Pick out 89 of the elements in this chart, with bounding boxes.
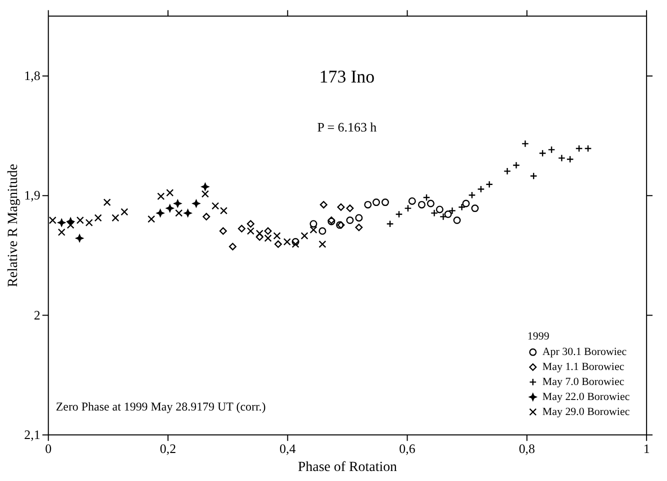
point	[462, 200, 470, 208]
point	[175, 209, 183, 217]
point	[538, 150, 546, 158]
point	[256, 230, 264, 238]
point	[202, 212, 210, 220]
point	[273, 232, 281, 240]
annotation: P = 6.163 h	[317, 119, 378, 134]
point	[246, 220, 254, 228]
point	[418, 200, 426, 208]
point	[426, 200, 434, 208]
point	[422, 194, 430, 202]
point	[58, 228, 66, 236]
point	[346, 216, 354, 224]
x-tick-label: 1	[643, 440, 650, 456]
point	[156, 209, 164, 217]
point	[364, 200, 372, 208]
point	[220, 206, 228, 214]
x-tick-label: 0,4	[280, 440, 296, 456]
point	[174, 200, 182, 208]
point	[201, 183, 209, 191]
point	[76, 216, 84, 224]
point	[372, 198, 380, 206]
point	[381, 198, 389, 206]
legend-label: May 7.0 Borowiec	[542, 376, 624, 388]
point	[346, 204, 354, 212]
point	[184, 209, 192, 217]
text: 173 Ino	[319, 66, 375, 86]
point	[94, 214, 102, 222]
point	[238, 224, 246, 232]
point	[219, 227, 227, 235]
point	[264, 227, 272, 235]
point	[468, 191, 476, 199]
y-axis-title: Relative R Magnitude	[6, 164, 22, 288]
point	[201, 190, 209, 198]
point	[58, 218, 66, 226]
point	[584, 144, 592, 152]
point	[471, 204, 479, 212]
point	[66, 218, 74, 226]
x-tick-label: 0,2	[160, 440, 176, 456]
y-tick-label: 1,9	[24, 188, 40, 203]
legend-title: 1999	[527, 330, 550, 343]
annotation: Zero Phase at 1999 May 28.9179 UT (corr.)	[56, 399, 266, 414]
y-tick-label: 1,8	[24, 68, 40, 83]
point	[274, 240, 282, 248]
y-tick-label: 2	[34, 307, 40, 322]
point	[395, 210, 403, 218]
x-tick-label: 0,8	[518, 440, 536, 456]
point	[436, 206, 444, 214]
point	[300, 232, 308, 240]
x-tick-label: 0	[45, 440, 52, 456]
point	[320, 200, 328, 208]
point	[66, 221, 74, 229]
point	[256, 233, 264, 241]
point	[318, 227, 326, 235]
x-axis-title: Phase of Rotation	[298, 460, 398, 475]
point	[192, 200, 200, 208]
point	[166, 204, 174, 212]
point	[355, 214, 363, 222]
point	[530, 172, 538, 180]
legend-label: May 29.0 Borowiec	[542, 406, 630, 418]
point	[103, 198, 111, 206]
point	[166, 188, 174, 196]
x-tick-label: 0,6	[399, 440, 416, 456]
point	[48, 216, 56, 224]
point	[404, 204, 412, 212]
point	[264, 234, 272, 242]
point	[477, 185, 485, 193]
legend-label: May 1.1 Borowiec	[542, 361, 624, 374]
point	[85, 218, 93, 226]
point	[453, 216, 461, 224]
point	[228, 242, 236, 250]
point	[337, 203, 345, 211]
point	[386, 220, 394, 228]
point	[575, 144, 583, 152]
point	[318, 240, 326, 248]
legend-label: May 22.0 Borowiec	[542, 391, 630, 404]
legend-label: Apr 30.1 Borowiec	[542, 346, 627, 358]
point	[212, 202, 220, 210]
point	[157, 192, 165, 200]
y-tick-label: 2,1	[24, 426, 40, 442]
point	[246, 227, 254, 235]
point	[444, 210, 452, 218]
point	[355, 224, 363, 232]
point	[76, 234, 84, 242]
point	[148, 215, 156, 223]
point	[120, 208, 128, 216]
point	[548, 146, 556, 154]
point	[408, 197, 416, 205]
point	[112, 214, 120, 222]
